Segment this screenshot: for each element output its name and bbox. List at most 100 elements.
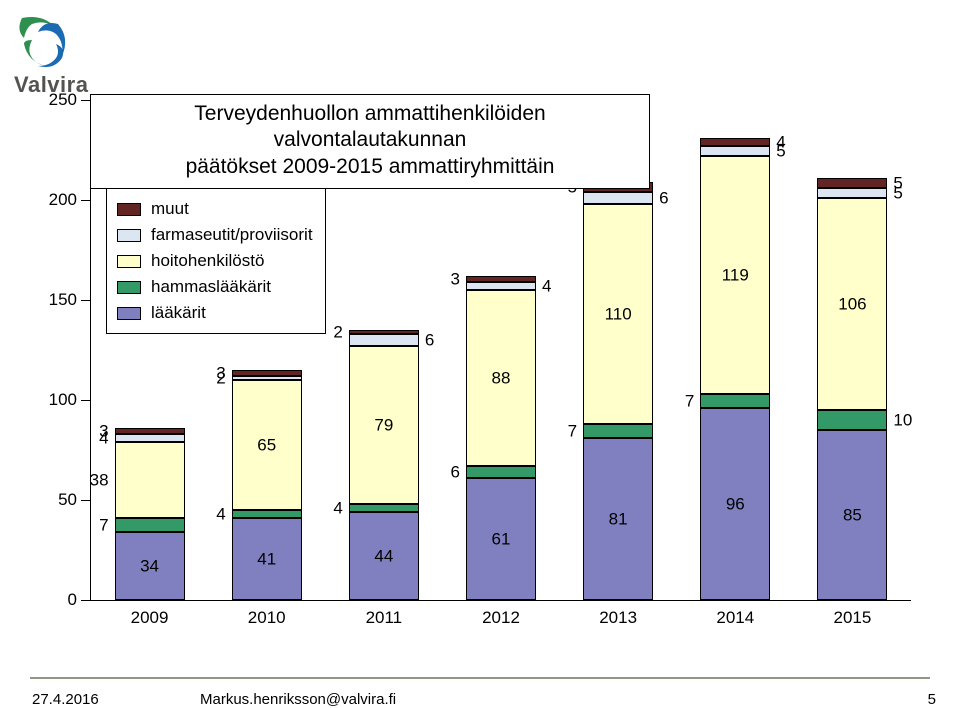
bar-segment: [232, 510, 302, 518]
chart-container: Terveydenhuollon ammattihenkilöiden valv…: [30, 100, 930, 620]
chart-legend: muut farmaseutit/proviisorit hoitohenkilös…: [106, 188, 326, 334]
data-label: 4: [776, 134, 785, 151]
data-label: 4: [333, 500, 342, 517]
data-label: 3: [216, 365, 225, 382]
footer-page: 5: [928, 691, 936, 708]
data-label: 6: [659, 190, 668, 207]
legend-swatch: [117, 307, 141, 320]
data-label: 4: [216, 506, 225, 523]
bar-group: 96711954: [700, 138, 770, 600]
x-tick-label: 2014: [716, 608, 754, 628]
x-tick-label: 2009: [131, 608, 169, 628]
bar-group: 81711065: [583, 182, 653, 600]
bar-group: 3473843: [115, 428, 185, 600]
data-label: 96: [726, 496, 745, 513]
brand-logo: Valvira: [14, 14, 134, 98]
x-tick-label: 2013: [599, 608, 637, 628]
bar-segment: [115, 428, 185, 434]
data-label: 3: [451, 271, 460, 288]
data-label: 85: [843, 507, 862, 524]
bar-group: 851010655: [817, 178, 887, 600]
bar-group: 6168843: [466, 276, 536, 600]
y-tick: [81, 600, 91, 601]
x-tick-label: 2010: [248, 608, 286, 628]
bar-segment: [232, 376, 302, 380]
data-label: 5: [893, 175, 902, 192]
y-tick: [81, 500, 91, 501]
bar-segment: [115, 442, 185, 518]
data-label: 110: [605, 306, 632, 323]
bar-segment: [466, 276, 536, 282]
data-label: 44: [374, 548, 393, 565]
bar-segment: [700, 138, 770, 146]
data-label: 6: [451, 464, 460, 481]
data-label: 10: [893, 412, 912, 429]
data-label: 38: [90, 472, 109, 489]
data-label: 61: [492, 531, 511, 548]
x-tick-label: 2011: [366, 608, 403, 628]
bar-segment: [349, 330, 419, 334]
legend-item: muut: [117, 199, 313, 219]
chart-title-line2: päätökset 2009-2015 ammattiryhmittäin: [105, 154, 635, 180]
bar-segment: [700, 394, 770, 408]
data-label: 81: [609, 511, 628, 528]
data-label: 7: [99, 517, 108, 534]
data-label: 106: [838, 296, 866, 313]
y-tick-label: 50: [58, 490, 77, 510]
legend-swatch: [117, 255, 141, 268]
data-label: 41: [257, 551, 276, 568]
legend-item: farmaseutit/proviisorit: [117, 225, 313, 245]
legend-swatch: [117, 281, 141, 294]
data-label: 4: [542, 278, 551, 295]
bar-segment: [349, 334, 419, 346]
data-label: 79: [374, 417, 393, 434]
bar-segment: [583, 192, 653, 204]
x-tick-label: 2012: [482, 608, 520, 628]
legend-item: lääkärit: [117, 303, 313, 323]
bar-group: 4146523: [232, 370, 302, 600]
legend-swatch: [117, 229, 141, 242]
y-tick-label: 100: [49, 390, 77, 410]
y-tick: [81, 200, 91, 201]
y-tick-label: 150: [49, 290, 77, 310]
footer-date: 27.4.2016: [32, 691, 99, 708]
footer-rule: [30, 677, 930, 679]
bar-segment: [700, 146, 770, 156]
bar-segment: [349, 504, 419, 512]
data-label: 65: [257, 437, 276, 454]
bar-segment: [583, 424, 653, 438]
chart-title-line1: Terveydenhuollon ammattihenkilöiden valv…: [105, 101, 635, 154]
legend-label: hoitohenkilöstö: [151, 251, 264, 271]
data-label: 88: [492, 370, 511, 387]
legend-label: lääkärit: [151, 303, 206, 323]
legend-label: muut: [151, 199, 189, 219]
legend-label: hammaslääkärit: [151, 277, 271, 297]
data-label: 6: [425, 332, 434, 349]
y-tick: [81, 400, 91, 401]
data-label: 34: [140, 558, 159, 575]
legend-label: farmaseutit/proviisorit: [151, 225, 313, 245]
bar-segment: [817, 178, 887, 188]
data-label: 2: [333, 324, 342, 341]
legend-swatch: [117, 203, 141, 216]
bar-segment: [466, 466, 536, 478]
chart-title-box: Terveydenhuollon ammattihenkilöiden valv…: [90, 94, 650, 189]
bar-segment: [466, 282, 536, 290]
data-label: 119: [722, 267, 749, 284]
bar-segment: [817, 410, 887, 430]
data-label: 7: [685, 393, 694, 410]
data-label: 3: [99, 423, 108, 440]
x-tick-label: 2015: [834, 608, 872, 628]
y-tick-label: 0: [68, 590, 77, 610]
y-tick-label: 250: [49, 90, 77, 110]
data-label: 7: [568, 423, 577, 440]
y-tick-label: 200: [49, 190, 77, 210]
bar-segment: [817, 188, 887, 198]
footer-author: Markus.henriksson@valvira.fi: [200, 691, 396, 708]
bar-segment: [115, 518, 185, 532]
bar-group: 4447962: [349, 330, 419, 600]
legend-item: hammaslääkärit: [117, 277, 313, 297]
bar-segment: [232, 370, 302, 376]
bar-segment: [115, 434, 185, 442]
legend-item: hoitohenkilöstö: [117, 251, 313, 271]
